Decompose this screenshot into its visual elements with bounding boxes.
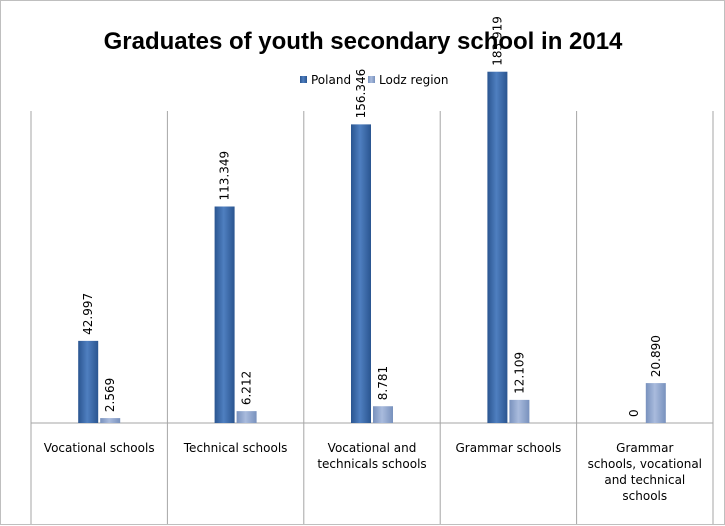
bar-lodz-region-3 xyxy=(509,399,530,423)
bar-lodz-region-4 xyxy=(645,383,666,423)
data-label-lodz-region-4: 20.890 xyxy=(649,335,663,377)
bar-poland-2 xyxy=(351,124,371,423)
legend-label-lodz-region: Lodz region xyxy=(379,73,449,87)
category-label-3: Grammar schools xyxy=(456,441,562,455)
data-label-poland-3: 183.919 xyxy=(490,16,504,66)
category-label-2: technicals schools xyxy=(317,457,426,471)
bar-poland-0 xyxy=(78,340,99,423)
category-label-1: Technical schools xyxy=(183,441,288,455)
legend-label-poland: Poland xyxy=(311,73,351,87)
bar-poland-1 xyxy=(214,206,235,423)
data-label-lodz-region-3: 12.109 xyxy=(512,352,526,394)
bar-poland-3 xyxy=(487,71,508,423)
bar-lodz-region-2 xyxy=(373,406,393,423)
legend: Poland Lodz region xyxy=(300,73,449,87)
category-label-4: schools, vocational xyxy=(588,457,702,471)
legend-swatch-lodz-region xyxy=(368,76,375,83)
data-label-poland-1: 113.349 xyxy=(218,151,232,201)
category-label-0: Vocational schools xyxy=(44,441,155,455)
data-label-lodz-region-1: 6.212 xyxy=(240,371,254,405)
chart-title: Graduates of youth secondary school in 2… xyxy=(104,28,623,55)
data-label-poland-0: 42.997 xyxy=(81,293,95,335)
plot-area: 42.997 2.569 Vocational schools 113.349 6.21… xyxy=(30,16,714,524)
category-label-4: Grammar xyxy=(616,441,673,455)
data-label-lodz-region-0: 2.569 xyxy=(103,378,117,412)
bar-lodz-region-0 xyxy=(100,418,121,423)
category-label-4: schools xyxy=(622,489,667,503)
data-label-poland-4: 0 xyxy=(627,409,641,417)
category-label-4: and technical xyxy=(604,473,685,487)
data-label-poland-2: 156.346 xyxy=(354,69,368,119)
category-label-2: Vocational and xyxy=(328,441,417,455)
legend-swatch-poland xyxy=(300,76,307,83)
data-label-lodz-region-2: 8.781 xyxy=(376,366,390,400)
bar-lodz-region-1 xyxy=(236,411,257,423)
